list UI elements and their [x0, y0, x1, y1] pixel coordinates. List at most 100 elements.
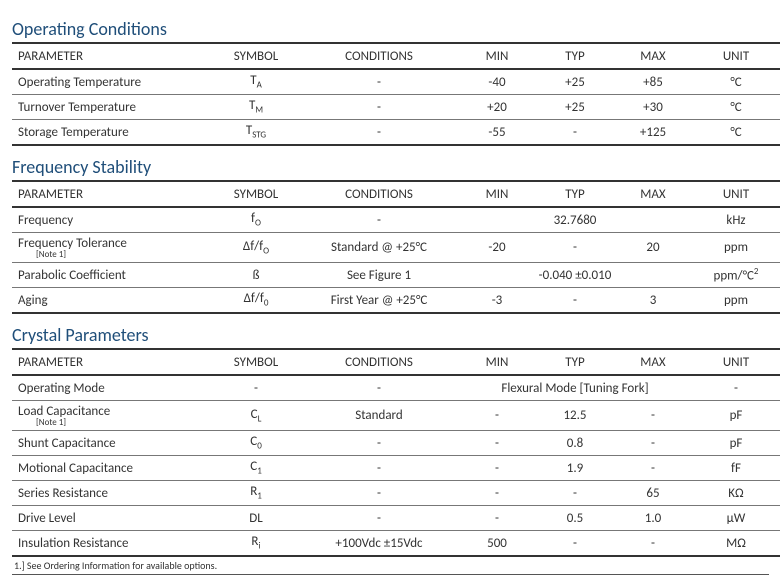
cell-conditions: +100Vdc ±15Vdc	[300, 531, 458, 557]
cell-typ: 0.5	[536, 506, 614, 531]
col-header: UNIT	[692, 43, 780, 69]
cell-min: -3	[458, 288, 536, 314]
cell-min: -	[458, 431, 536, 456]
cell-unit: µW	[692, 506, 780, 531]
cell-min: -40	[458, 69, 536, 95]
cell-max: +30	[614, 95, 692, 120]
cell-typ: 1.9	[536, 456, 614, 481]
cell-symbol: TM	[212, 95, 300, 120]
cell-span-value: -0.040 ±0.010	[458, 263, 692, 288]
cell-parameter: Load Capacitance[Note 1]	[12, 401, 212, 431]
cell-conditions: -	[300, 95, 458, 120]
cell-min: -	[458, 456, 536, 481]
col-header: MIN	[458, 43, 536, 69]
datasheet-tables: Operating ConditionsPARAMETERSYMBOLCONDI…	[12, 18, 769, 557]
cell-conditions: -	[300, 431, 458, 456]
cell-unit: ppm/°C2	[692, 263, 780, 288]
section-title: Frequency Stability	[12, 156, 769, 178]
cell-unit: fF	[692, 456, 780, 481]
section-title: Operating Conditions	[12, 18, 769, 40]
cell-parameter: Insulation Resistance	[12, 531, 212, 557]
table-row: Parabolic CoefficientßSee Figure 1-0.040…	[12, 263, 780, 288]
cell-symbol: C0	[212, 431, 300, 456]
cell-unit: ppm	[692, 233, 780, 263]
col-header: TYP	[536, 349, 614, 375]
spec-table: PARAMETERSYMBOLCONDITIONSMINTYPMAXUNITFr…	[12, 180, 780, 314]
cell-min: -	[458, 506, 536, 531]
table-row: FrequencyfO-32.7680kHz	[12, 207, 780, 233]
cell-max: +125	[614, 120, 692, 146]
cell-unit: KΩ	[692, 481, 780, 506]
cell-symbol: -	[212, 375, 300, 401]
cell-unit: kHz	[692, 207, 780, 233]
cell-max: 65	[614, 481, 692, 506]
cell-conditions: -	[300, 69, 458, 95]
cell-typ: -	[536, 531, 614, 557]
cell-parameter: Aging	[12, 288, 212, 314]
table-row: Storage TemperatureTSTG--55-+125°C	[12, 120, 780, 146]
table-row: Drive LevelDL--0.51.0µW	[12, 506, 780, 531]
cell-symbol: TA	[212, 69, 300, 95]
cell-symbol: CL	[212, 401, 300, 431]
cell-conditions: -	[300, 456, 458, 481]
col-header: UNIT	[692, 181, 780, 207]
cell-min: -55	[458, 120, 536, 146]
cell-parameter: Motional Capacitance	[12, 456, 212, 481]
cell-max	[614, 207, 692, 233]
col-header: MIN	[458, 181, 536, 207]
cell-parameter: Shunt Capacitance	[12, 431, 212, 456]
cell-max: -	[614, 456, 692, 481]
col-header: MAX	[614, 349, 692, 375]
col-header: UNIT	[692, 349, 780, 375]
cell-typ: +25	[536, 69, 614, 95]
spec-table: PARAMETERSYMBOLCONDITIONSMINTYPMAXUNITOp…	[12, 348, 780, 557]
col-header: CONDITIONS	[300, 349, 458, 375]
cell-symbol: Δf/f0	[212, 288, 300, 314]
table-row: Turnover TemperatureTM-+20+25+30°C	[12, 95, 780, 120]
cell-max: -	[614, 401, 692, 431]
table-row: Load Capacitance[Note 1]CLStandard-12.5-…	[12, 401, 780, 431]
cell-typ: -	[536, 120, 614, 146]
cell-typ: -	[536, 481, 614, 506]
cell-max: +85	[614, 69, 692, 95]
col-header: CONDITIONS	[300, 43, 458, 69]
cell-symbol: ß	[212, 263, 300, 288]
cell-span-value: Flexural Mode [Tuning Fork]	[458, 375, 692, 401]
table-row: Operating TemperatureTA--40+25+85°C	[12, 69, 780, 95]
cell-unit: °C	[692, 69, 780, 95]
col-header: MAX	[614, 181, 692, 207]
spec-table: PARAMETERSYMBOLCONDITIONSMINTYPMAXUNITOp…	[12, 42, 780, 146]
cell-typ: -	[536, 288, 614, 314]
cell-symbol: R1	[212, 481, 300, 506]
cell-max: 20	[614, 233, 692, 263]
footnote: 1.] See Ordering Information for availab…	[12, 557, 769, 575]
cell-symbol: TSTG	[212, 120, 300, 146]
table-row: Operating Mode--Flexural Mode [Tuning Fo…	[12, 375, 780, 401]
cell-parameter: Operating Mode	[12, 375, 212, 401]
cell-max: -	[614, 431, 692, 456]
cell-conditions: See Figure 1	[300, 263, 458, 288]
cell-parameter: Turnover Temperature	[12, 95, 212, 120]
col-header: SYMBOL	[212, 43, 300, 69]
cell-typ: +25	[536, 95, 614, 120]
cell-min: +20	[458, 95, 536, 120]
cell-max: 3	[614, 288, 692, 314]
cell-min: -	[458, 481, 536, 506]
cell-parameter: Frequency Tolerance[Note 1]	[12, 233, 212, 263]
cell-symbol: Δf/fO	[212, 233, 300, 263]
cell-min: 500	[458, 531, 536, 557]
cell-unit: °C	[692, 95, 780, 120]
cell-parameter: Parabolic Coefficient	[12, 263, 212, 288]
cell-conditions: -	[300, 506, 458, 531]
col-header: PARAMETER	[12, 181, 212, 207]
cell-conditions: -	[300, 481, 458, 506]
cell-symbol: Ri	[212, 531, 300, 557]
cell-min	[458, 207, 536, 233]
cell-min: -	[458, 401, 536, 431]
col-header: PARAMETER	[12, 43, 212, 69]
cell-max: 1.0	[614, 506, 692, 531]
cell-unit: -	[692, 375, 780, 401]
table-row: Frequency Tolerance[Note 1]Δf/fOStandard…	[12, 233, 780, 263]
col-header: TYP	[536, 181, 614, 207]
cell-conditions: -	[300, 375, 458, 401]
